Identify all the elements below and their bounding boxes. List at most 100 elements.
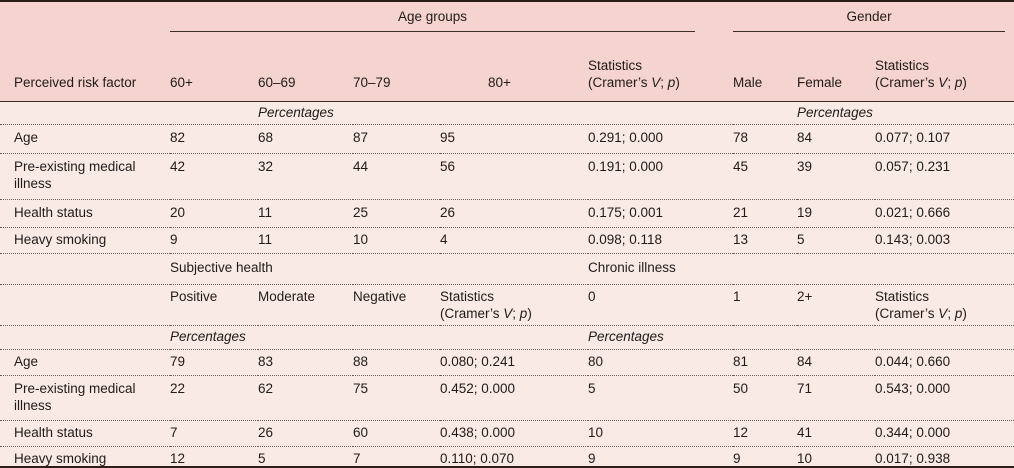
value-cell: 22 bbox=[170, 375, 258, 422]
percentages-row-section1: Percentages Percentages bbox=[0, 101, 1014, 126]
value-cell: 95 bbox=[440, 124, 588, 155]
table-row-pre-existing: Pre-existing medical illness 42 32 44 56… bbox=[0, 153, 1014, 200]
empty-cell bbox=[0, 101, 170, 126]
row-label: Heavy smoking bbox=[0, 227, 170, 255]
empty-cell bbox=[797, 325, 876, 351]
row-label: Age bbox=[0, 349, 170, 376]
col-header-positive: Positive bbox=[170, 284, 258, 327]
empty-cell bbox=[440, 325, 588, 351]
row-label: Health status bbox=[0, 199, 170, 229]
empty-cell bbox=[875, 325, 1014, 351]
gender-label: Gender bbox=[733, 9, 1006, 32]
col-header-moderate: Moderate bbox=[258, 284, 353, 327]
table-row-pre-existing-2: Pre-existing medical illness 22 62 75 0.… bbox=[0, 375, 1014, 422]
group-header-spacer bbox=[0, 2, 170, 32]
value-cell: 7 bbox=[353, 446, 440, 466]
statistics-column-header-chronic: Statistics (Cramer’s V; p) bbox=[875, 284, 1014, 327]
value-cell: 11 bbox=[258, 227, 353, 255]
value-cell: 44 bbox=[353, 153, 440, 200]
value-cell: 10 bbox=[588, 420, 734, 448]
value-cell: 78 bbox=[733, 124, 798, 155]
value-cell: 12 bbox=[170, 446, 258, 466]
value-cell: 21 bbox=[733, 199, 798, 229]
empty-cell bbox=[0, 325, 170, 351]
col-header-risk-factor: Perceived risk factor bbox=[0, 31, 170, 102]
empty-cell bbox=[258, 325, 353, 351]
value-cell: 32 bbox=[258, 153, 353, 200]
row-label: Health status bbox=[0, 420, 170, 448]
value-cell: 9 bbox=[170, 227, 258, 255]
percentages-label: Percentages bbox=[258, 101, 353, 126]
value-cell: 62 bbox=[258, 375, 353, 422]
col-header-70-79: 70–79 bbox=[353, 31, 440, 102]
value-cell: 5 bbox=[797, 227, 876, 255]
col-header-60-69: 60–69 bbox=[258, 31, 353, 102]
group-header-row: Age groups Gender bbox=[0, 2, 1014, 32]
table-row-health-status-2: Health status 7 26 60 0.438; 0.000 10 12… bbox=[0, 420, 1014, 448]
value-cell: 82 bbox=[170, 124, 258, 155]
value-cell: 56 bbox=[440, 153, 588, 200]
value-cell: 79 bbox=[170, 349, 258, 376]
value-cell: 50 bbox=[733, 375, 798, 422]
value-cell: 7 bbox=[170, 420, 258, 448]
value-cell: 10 bbox=[797, 446, 876, 466]
col-header-60plus: 60+ bbox=[170, 31, 258, 102]
age-groups-label: Age groups bbox=[170, 9, 696, 32]
statistics-cell: 0.021; 0.666 bbox=[875, 199, 1014, 229]
row-label: Pre-existing medical illness bbox=[0, 375, 170, 422]
age-groups-header-cell: Age groups bbox=[170, 2, 734, 32]
col-header-chronic-0: 0 bbox=[588, 284, 734, 327]
subgroup-header-row: Subjective health Chronic illness bbox=[0, 253, 1014, 285]
statistics-cell: 0.017; 0.938 bbox=[875, 446, 1014, 466]
value-cell: 68 bbox=[258, 124, 353, 155]
empty-cell bbox=[588, 101, 734, 126]
empty-cell bbox=[353, 101, 440, 126]
col-header-female: Female bbox=[797, 31, 876, 102]
value-cell: 5 bbox=[258, 446, 353, 466]
value-cell: 45 bbox=[733, 153, 798, 200]
table-row-age: Age 82 68 87 95 0.291; 0.000 78 84 0.077… bbox=[0, 124, 1014, 155]
empty-cell bbox=[733, 101, 798, 126]
chronic-illness-label: Chronic illness bbox=[588, 253, 1014, 285]
value-cell: 39 bbox=[797, 153, 876, 200]
value-cell: 71 bbox=[797, 375, 876, 422]
statistics-cell: 0.543; 0.000 bbox=[875, 375, 1014, 422]
gender-header-cell: Gender bbox=[733, 2, 1014, 32]
value-cell: 26 bbox=[258, 420, 353, 448]
table-body: Percentages Percentages Age 82 68 87 95 … bbox=[0, 101, 1014, 466]
row-label: Heavy smoking bbox=[0, 446, 170, 466]
statistics-cell: 0.191; 0.000 bbox=[588, 153, 734, 200]
statistics-cell: 0.438; 0.000 bbox=[440, 420, 588, 448]
value-cell: 88 bbox=[353, 349, 440, 376]
statistics-cell: 0.057; 0.231 bbox=[875, 153, 1014, 200]
statistics-cell: 0.098; 0.118 bbox=[588, 227, 734, 255]
statistics-cell: 0.175; 0.001 bbox=[588, 199, 734, 229]
statistics-cell: 0.291; 0.000 bbox=[588, 124, 734, 155]
statistics-cell: 0.110; 0.070 bbox=[440, 446, 588, 466]
empty-cell bbox=[0, 284, 170, 327]
column-header-row-section2: Positive Moderate Negative Statistics (Cr… bbox=[0, 284, 1014, 327]
col-header-chronic-1: 1 bbox=[733, 284, 798, 327]
empty-cell bbox=[0, 253, 170, 285]
value-cell: 60 bbox=[353, 420, 440, 448]
percentages-label: Percentages bbox=[588, 325, 734, 351]
statistics-cell: 0.080; 0.241 bbox=[440, 349, 588, 376]
empty-cell bbox=[170, 101, 258, 126]
statistics-cell: 0.077; 0.107 bbox=[875, 124, 1014, 155]
value-cell: 84 bbox=[797, 349, 876, 376]
percentages-row-section2: Percentages Percentages bbox=[0, 325, 1014, 351]
col-header-negative: Negative bbox=[353, 284, 440, 327]
percentages-label: Percentages bbox=[797, 101, 876, 126]
value-cell: 13 bbox=[733, 227, 798, 255]
value-cell: 80 bbox=[588, 349, 734, 376]
statistics-cell: 0.452; 0.000 bbox=[440, 375, 588, 422]
value-cell: 75 bbox=[353, 375, 440, 422]
col-header-80plus: 80+ bbox=[440, 31, 588, 102]
table-row-heavy-smoking: Heavy smoking 9 11 10 4 0.098; 0.118 13 … bbox=[0, 227, 1014, 255]
table-row-health-status: Health status 20 11 25 26 0.175; 0.001 2… bbox=[0, 199, 1014, 229]
statistics-cell: 0.344; 0.000 bbox=[875, 420, 1014, 448]
statistics-column-header-gender: Statistics (Cramer’s V; p) bbox=[875, 31, 1014, 102]
value-cell: 41 bbox=[797, 420, 876, 448]
row-label: Age bbox=[0, 124, 170, 155]
